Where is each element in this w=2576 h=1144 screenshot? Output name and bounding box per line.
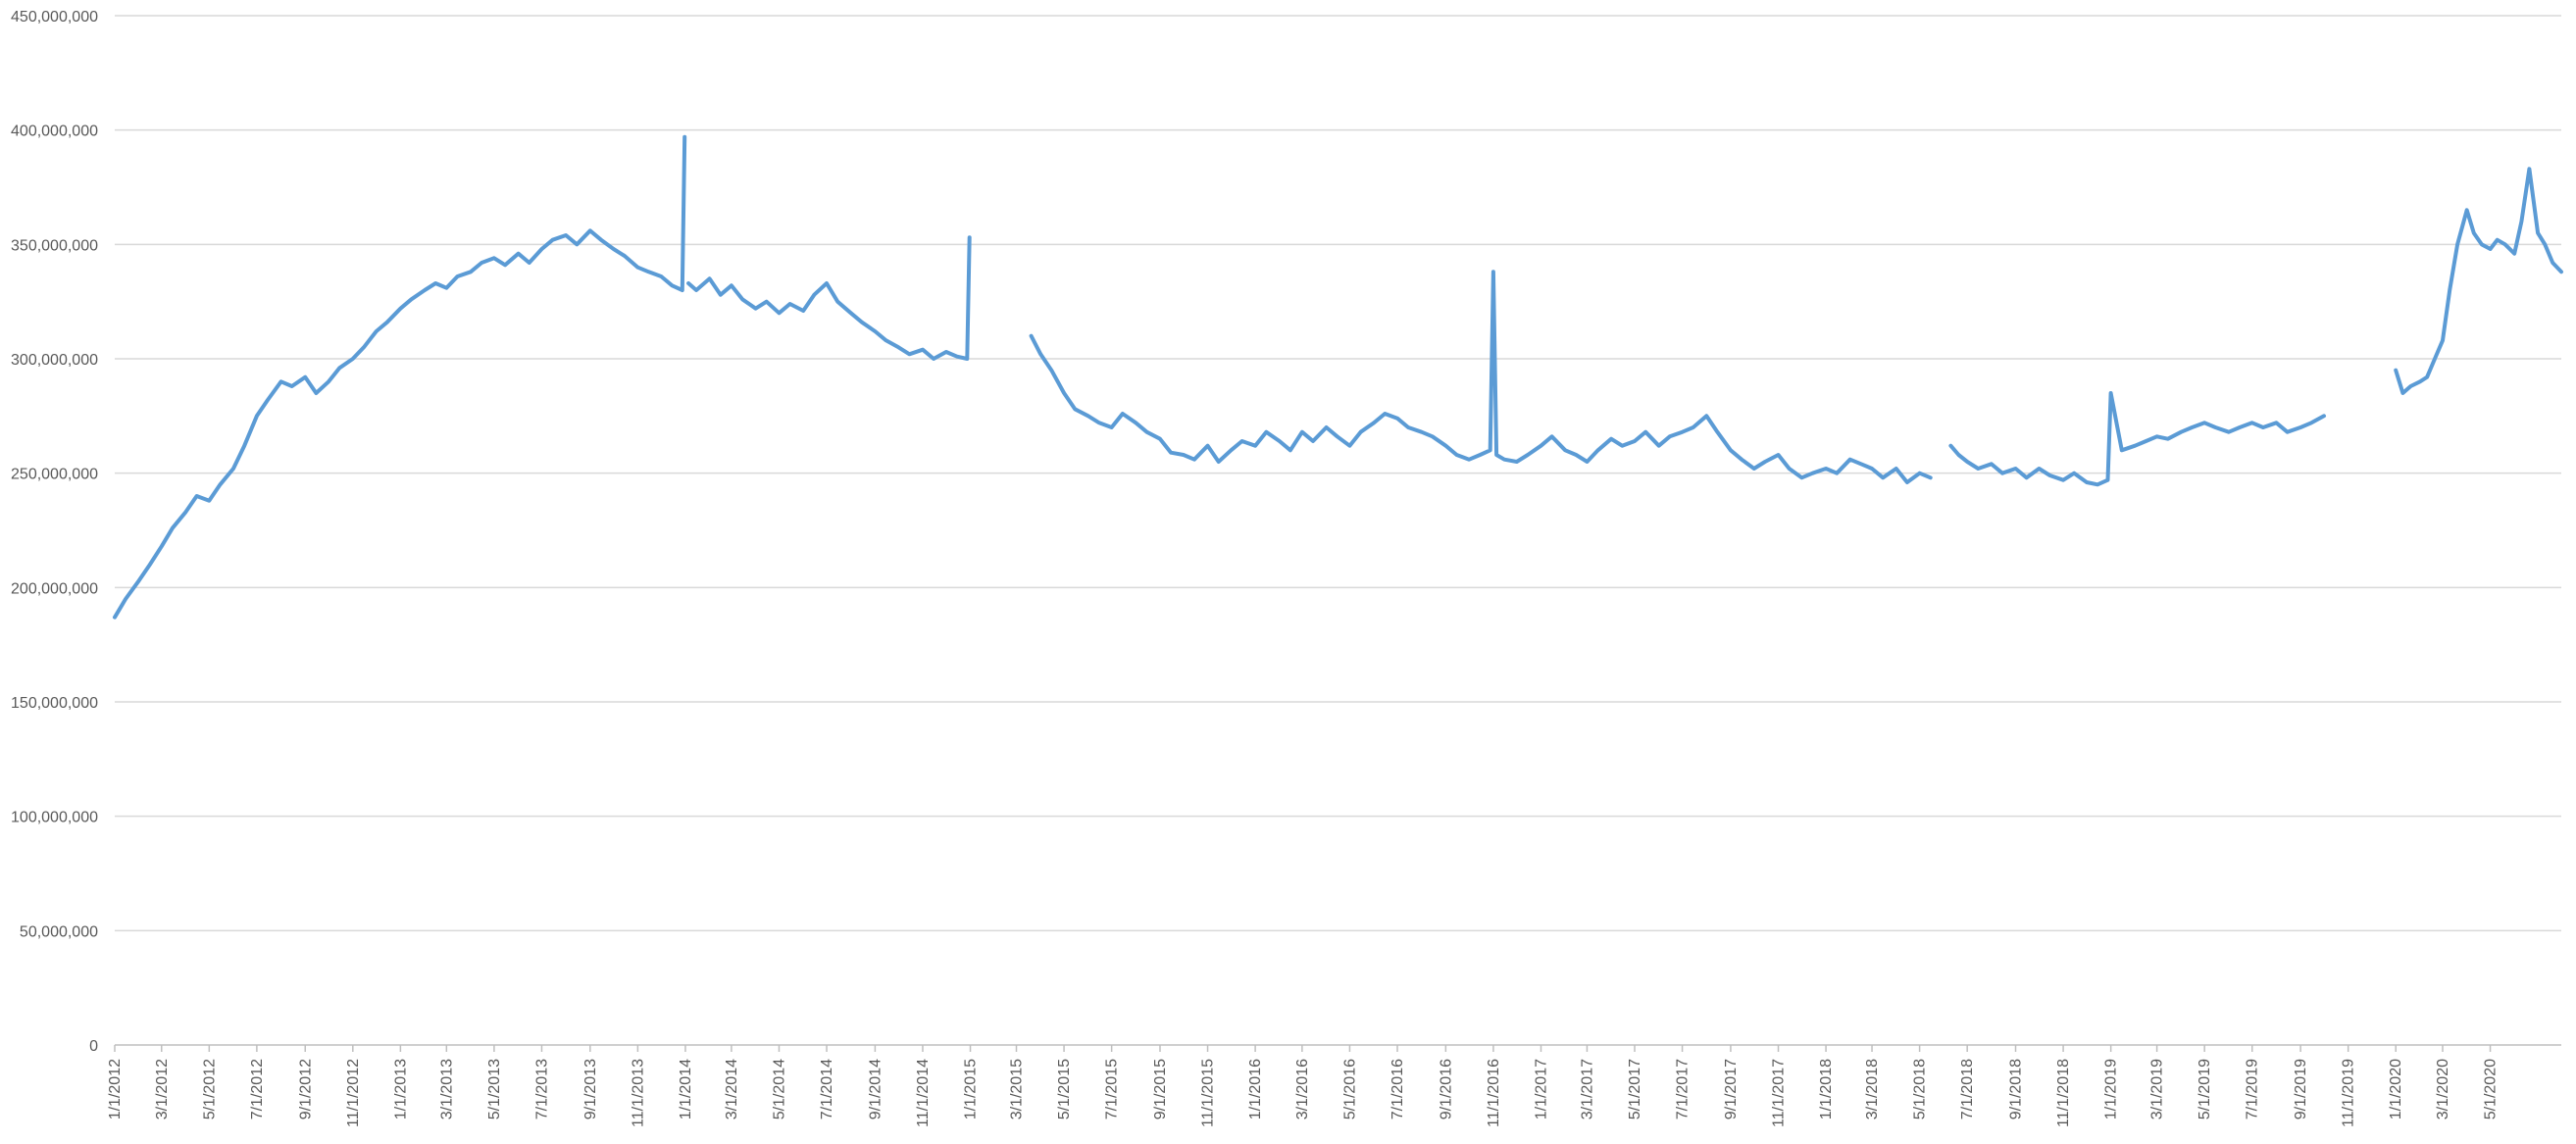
x-tick-label: 9/1/2015 — [1152, 1059, 1169, 1119]
x-tick-label: 7/1/2016 — [1389, 1059, 1406, 1119]
y-axis-tick-labels: 0 50,000,000 100,000,000 150,000,000 200,000… — [11, 9, 98, 1055]
series-line-segment — [1029, 270, 1933, 484]
x-tick-label: 9/1/2016 — [1438, 1059, 1454, 1119]
x-tick-label: 1/1/2020 — [2388, 1059, 2404, 1119]
x-tick-label: 7/1/2018 — [1959, 1059, 1976, 1119]
x-tick-label: 7/1/2013 — [533, 1059, 550, 1119]
x-tick-label: 3/1/2017 — [1579, 1059, 1595, 1119]
x-tick-label: 5/1/2015 — [1056, 1059, 1073, 1119]
x-tick-label: 9/1/2019 — [2293, 1059, 2309, 1119]
x-tick-label: 3/1/2014 — [724, 1059, 740, 1119]
x-tick-label: 3/1/2018 — [1864, 1059, 1881, 1119]
y-tick-label: 350,000,000 — [11, 237, 98, 254]
x-tick-label: 5/1/2018 — [1912, 1059, 1929, 1119]
x-tick-label: 5/1/2020 — [2483, 1059, 2500, 1119]
x-tick-label: 7/1/2019 — [2245, 1059, 2261, 1119]
x-tick-label: 5/1/2012 — [201, 1059, 218, 1119]
x-tick-label: 5/1/2017 — [1627, 1059, 1643, 1119]
y-tick-label: 100,000,000 — [11, 810, 98, 826]
x-tick-label: 7/1/2015 — [1104, 1059, 1121, 1119]
x-tick-label: 1/1/2012 — [107, 1059, 124, 1119]
x-tick-label: 1/1/2019 — [2103, 1059, 2120, 1119]
y-tick-label: 300,000,000 — [11, 352, 98, 369]
x-tick-label: 9/1/2014 — [867, 1059, 884, 1119]
y-tick-label: 50,000,000 — [20, 923, 98, 940]
series-line-segment — [1948, 391, 2326, 487]
x-tick-label: 11/1/2016 — [1486, 1059, 1502, 1127]
x-tick-label: 11/1/2014 — [915, 1059, 932, 1127]
x-tick-label: 11/1/2015 — [1200, 1059, 1217, 1127]
x-tick-label: 11/1/2019 — [2341, 1059, 2357, 1127]
y-tick-label: 150,000,000 — [11, 695, 98, 712]
x-tick-label: 3/1/2020 — [2435, 1059, 2451, 1119]
x-tick-label: 11/1/2017 — [1771, 1059, 1788, 1127]
x-tick-label: 7/1/2017 — [1675, 1059, 1692, 1119]
y-tick-label: 250,000,000 — [11, 467, 98, 483]
x-tick-label: 9/1/2012 — [297, 1059, 314, 1119]
x-tick-label: 3/1/2013 — [438, 1059, 455, 1119]
x-tick-label: 5/1/2019 — [2197, 1059, 2213, 1119]
series-line-segment — [2394, 167, 2563, 395]
y-tick-label: 450,000,000 — [11, 9, 98, 25]
x-tick-label: 7/1/2014 — [819, 1059, 835, 1119]
x-tick-label: 11/1/2013 — [630, 1059, 646, 1127]
x-tick-label: 5/1/2016 — [1341, 1059, 1358, 1119]
x-tick-label: 3/1/2016 — [1294, 1059, 1311, 1119]
y-tick-label: 400,000,000 — [11, 124, 98, 140]
y-tick-label: 0 — [89, 1038, 98, 1055]
x-tick-label: 3/1/2012 — [154, 1059, 171, 1119]
x-tick-label: 11/1/2012 — [345, 1059, 362, 1127]
x-tick-label: 7/1/2012 — [249, 1059, 266, 1119]
x-tick-label: 5/1/2014 — [771, 1059, 787, 1119]
x-tick-label: 9/1/2018 — [2008, 1059, 2025, 1119]
series-line-segment — [686, 235, 972, 361]
x-tick-label: 1/1/2018 — [1818, 1059, 1835, 1119]
gridlines — [115, 15, 2561, 932]
x-tick-label: 1/1/2013 — [392, 1059, 409, 1119]
data-series — [113, 134, 2563, 620]
y-tick-label: 200,000,000 — [11, 580, 98, 597]
x-tick-label: 9/1/2017 — [1723, 1059, 1740, 1119]
series-line-segment — [113, 134, 687, 620]
x-tick-label: 5/1/2013 — [486, 1059, 503, 1119]
x-tick-label: 3/1/2019 — [2149, 1059, 2166, 1119]
x-tick-label: 9/1/2013 — [582, 1059, 599, 1119]
x-axis-tick-labels: 1/1/2012 3/1/2012 5/1/2012 7/1/2012 9/1/2012… — [107, 1059, 2500, 1127]
x-tick-label: 1/1/2016 — [1247, 1059, 1264, 1119]
x-tick-label: 1/1/2015 — [963, 1059, 980, 1119]
x-tick-label: 1/1/2014 — [678, 1059, 694, 1119]
x-tick-label: 3/1/2015 — [1009, 1059, 1026, 1119]
x-tick-label: 1/1/2017 — [1533, 1059, 1549, 1119]
x-tick-label: 11/1/2018 — [2055, 1059, 2072, 1127]
axes — [114, 1044, 2561, 1052]
